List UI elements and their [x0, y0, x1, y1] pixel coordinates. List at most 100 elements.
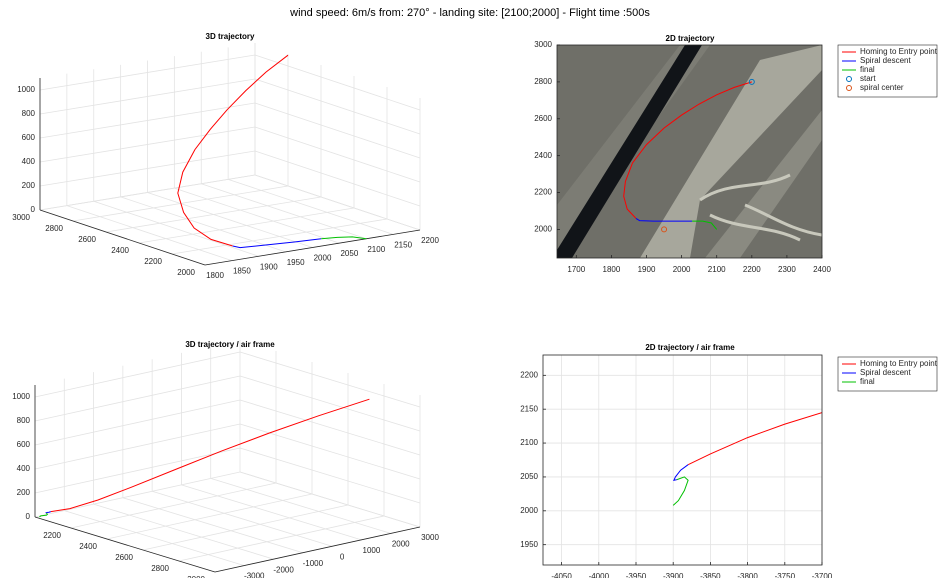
x-tick-label: 2100 [708, 265, 726, 274]
y-tick-label: 2800 [151, 564, 169, 573]
grid-line [181, 485, 361, 540]
z-tick-label: 600 [22, 133, 36, 142]
x-tick-label: -3950 [626, 572, 647, 578]
grid-line [240, 400, 420, 455]
grid-line [123, 498, 303, 553]
grid-line [179, 516, 384, 561]
y-tick-label: 2600 [534, 114, 552, 123]
x-tick-label: 1850 [233, 267, 251, 276]
z-tick-label: 800 [22, 109, 36, 118]
grid-line [174, 188, 339, 243]
x-tick-label: 2150 [394, 240, 412, 249]
x-tick-label: -4000 [589, 572, 610, 578]
y-axis [35, 517, 215, 572]
x-tick-label: 2200 [421, 236, 439, 245]
x-tick-label: 1700 [567, 265, 585, 274]
x-tick-label: -3000 [244, 572, 265, 578]
z-tick-label: 400 [22, 157, 36, 166]
legend-label: final [860, 65, 875, 74]
figure-title: wind speed: 6m/s from: 270° - landing si… [289, 7, 650, 19]
x-tick-label: -1000 [303, 559, 324, 568]
x-tick-label: 3000 [421, 533, 439, 542]
grid-line [255, 55, 420, 110]
y-tick-label: 2000 [520, 506, 538, 515]
y-tick-label: 2400 [111, 246, 129, 255]
grid-line [35, 448, 240, 493]
aerial-image [557, 45, 822, 258]
z-tick-label: 600 [17, 440, 31, 449]
y-tick-label: 2000 [534, 225, 552, 234]
z-tick-label: 0 [31, 205, 36, 214]
grid-line [255, 127, 420, 182]
grid-line [240, 352, 420, 407]
grid-line [35, 472, 240, 517]
grid-line [143, 505, 348, 550]
grid-line [211, 478, 391, 533]
y-tick-label: 2200 [520, 370, 538, 379]
x-tick-label: -3700 [812, 572, 833, 578]
x-tick-label: -2000 [273, 565, 294, 574]
x-tick-label: 1000 [363, 546, 381, 555]
legend-label: Homing to Entry point [860, 359, 938, 368]
grid-line [71, 483, 276, 528]
y-tick-label: 2400 [79, 542, 97, 551]
x-tick-label: -3900 [663, 572, 684, 578]
legend-label: Spiral descent [860, 368, 911, 377]
grid-line [255, 151, 420, 206]
trajectory-line [688, 413, 822, 465]
x-tick-label: -4050 [551, 572, 572, 578]
grid-line [255, 175, 420, 230]
z-tick-label: 1000 [12, 392, 30, 401]
grid-line [35, 400, 240, 445]
y-axis [40, 210, 205, 265]
grid-line [240, 472, 420, 527]
x-tick-label: 0 [340, 552, 345, 561]
x-tick-label: 1950 [287, 258, 305, 267]
y-tick-label: 3000 [12, 213, 30, 222]
grid-line [148, 193, 313, 248]
z-tick-label: 800 [17, 416, 31, 425]
grid-line [139, 208, 354, 243]
y-tick-label: 2800 [45, 224, 63, 233]
x-tick-label: 2100 [367, 245, 385, 254]
x-tick-label: 2000 [673, 265, 691, 274]
legend-label: spiral center [860, 83, 904, 92]
grid-line [67, 206, 232, 261]
z-tick-label: 0 [26, 512, 31, 521]
grid-line [152, 491, 332, 546]
grid-line [240, 448, 420, 503]
y-tick-label: 2050 [520, 472, 538, 481]
y-tick-label: 2600 [115, 553, 133, 562]
grid-line [35, 424, 240, 469]
grid-line [94, 504, 274, 559]
grid-line [107, 494, 312, 539]
trajectory-line [321, 237, 366, 239]
x-tick-label: 2000 [314, 254, 332, 263]
x-tick-label: -3800 [737, 572, 758, 578]
x-tick-label: 1800 [603, 265, 621, 274]
x-tick-label: -3850 [700, 572, 721, 578]
y-tick-label: 2600 [78, 235, 96, 244]
y-tick-label: 1950 [520, 540, 538, 549]
y-tick-label: 2150 [520, 404, 538, 413]
grid-line [64, 511, 244, 566]
grid-line [255, 79, 420, 134]
y-tick-label: 2400 [534, 151, 552, 160]
grid-line [240, 424, 420, 479]
z-tick-label: 1000 [17, 85, 35, 94]
axes-box [543, 355, 822, 565]
z-tick-label: 200 [22, 181, 36, 190]
chart-title: 2D trajectory [666, 34, 715, 43]
x-tick-label: 2000 [392, 540, 410, 549]
chart-title: 3D trajectory [206, 32, 255, 41]
z-tick-label: 200 [17, 488, 31, 497]
grid-line [240, 376, 420, 431]
x-tick-label: 1900 [638, 265, 656, 274]
legend-label: Homing to Entry point [860, 47, 938, 56]
x-tick-label: 2300 [778, 265, 796, 274]
y-tick-label: 2200 [144, 257, 162, 266]
page: {"title":"wind speed: 6m/s from: 270° - … [0, 0, 938, 578]
x-axis [205, 230, 420, 265]
x-tick-label: 2050 [340, 249, 358, 258]
grid-line [121, 197, 286, 252]
